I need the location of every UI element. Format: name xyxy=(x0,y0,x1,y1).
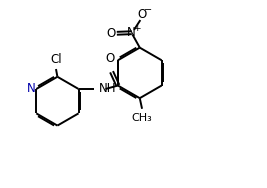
Text: N: N xyxy=(27,83,36,96)
Text: NH: NH xyxy=(99,83,117,96)
Text: N: N xyxy=(127,26,136,39)
Text: O: O xyxy=(106,52,115,65)
Text: Cl: Cl xyxy=(50,53,62,66)
Text: O: O xyxy=(137,8,146,21)
Text: CH₃: CH₃ xyxy=(132,112,152,123)
Text: −: − xyxy=(144,5,152,15)
Text: +: + xyxy=(133,24,141,33)
Text: O: O xyxy=(107,27,116,40)
